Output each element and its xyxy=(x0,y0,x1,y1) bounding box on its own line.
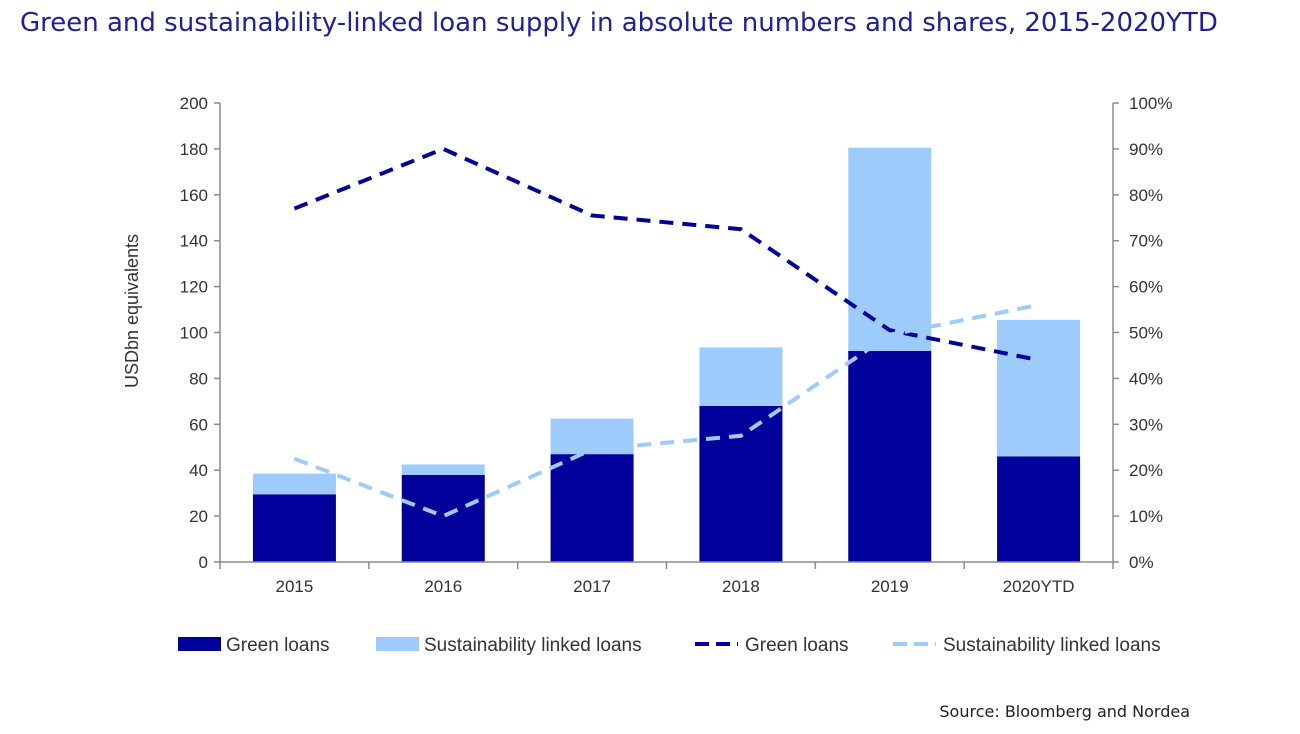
bar-sustainability-linked-loans xyxy=(401,464,485,475)
y-tick-label-left: 140 xyxy=(180,232,208,251)
y-tick-label-right: 20% xyxy=(1129,461,1163,480)
y-tick-label-left: 40 xyxy=(189,461,208,480)
y-tick-label-left: 160 xyxy=(180,186,208,205)
bar-green-loans xyxy=(550,454,634,562)
y-tick-label-right: 30% xyxy=(1129,415,1163,434)
x-tick-label: 2016 xyxy=(424,577,462,596)
bar-green-loans xyxy=(401,474,485,562)
bar-green-loans xyxy=(848,350,932,562)
x-tick-label: 2017 xyxy=(573,577,611,596)
bars-layer xyxy=(252,147,1081,562)
axes-layer: 0 20 40 60 80 100 120 140 160 180 200 0% 10% 20% 30% 40… xyxy=(180,94,1173,596)
legend-green-loans-line-label: Green loans xyxy=(745,635,849,656)
legend-green-loans-bar-label: Green loans xyxy=(226,635,330,656)
bar-sustainability-linked-loans xyxy=(252,473,336,495)
y-tick-label-left: 180 xyxy=(180,140,208,159)
y-tick-label-right: 40% xyxy=(1129,369,1163,388)
y-tick-label-left: 60 xyxy=(189,415,208,434)
legend-sustainability-linked-bar-swatch xyxy=(376,637,419,651)
y-tick-label-right: 50% xyxy=(1129,324,1163,343)
y-tick-label-right: 60% xyxy=(1129,278,1163,297)
y-tick-label-right: 100% xyxy=(1129,94,1172,113)
bar-sustainability-linked-loans xyxy=(997,319,1081,457)
y-tick-label-right: 10% xyxy=(1129,507,1163,526)
y-axis-label: USDbn equivalents xyxy=(122,234,142,388)
x-tick-label: 2019 xyxy=(871,577,909,596)
chart-title: Green and sustainability-linked loan sup… xyxy=(20,8,1218,38)
y-tick-label-right: 90% xyxy=(1129,140,1163,159)
y-tick-label-left: 0 xyxy=(199,553,208,572)
legend-sustainability-linked-line-label: Sustainability linked loans xyxy=(943,635,1161,656)
loan-supply-chart: 0 20 40 60 80 100 120 140 160 180 200 0% 10% 20% 30% 40… xyxy=(122,94,1173,656)
y-tick-label-right: 80% xyxy=(1129,186,1163,205)
bar-green-loans xyxy=(997,456,1081,562)
y-tick-label-left: 20 xyxy=(189,507,208,526)
bar-sustainability-linked-loans xyxy=(699,347,783,406)
y-tick-label-right: 0% xyxy=(1129,553,1154,572)
legend-sustainability-linked-bar-label: Sustainability linked loans xyxy=(424,635,642,656)
y-tick-label-left: 80 xyxy=(189,369,208,388)
x-tick-label: 2020YTD xyxy=(1003,577,1075,596)
bar-green-loans xyxy=(252,494,336,562)
source-note: Source: Bloomberg and Nordea xyxy=(939,702,1190,721)
lines-layer xyxy=(293,146,1039,519)
x-tick-label: 2018 xyxy=(722,577,760,596)
y-tick-label-right: 70% xyxy=(1129,232,1163,251)
y-tick-label-left: 200 xyxy=(180,94,208,113)
y-tick-label-left: 120 xyxy=(180,278,208,297)
line-sustainability-linked-share xyxy=(293,302,1039,519)
bar-sustainability-linked-loans xyxy=(848,147,932,351)
bar-green-loans xyxy=(699,405,783,562)
y-tick-label-left: 100 xyxy=(180,324,208,343)
x-tick-label: 2015 xyxy=(276,577,314,596)
legend: Green loans Sustainability linked loans Gr… xyxy=(178,635,1161,656)
legend-green-loans-bar-swatch xyxy=(178,637,221,651)
line-green-loans-share xyxy=(293,146,1039,363)
